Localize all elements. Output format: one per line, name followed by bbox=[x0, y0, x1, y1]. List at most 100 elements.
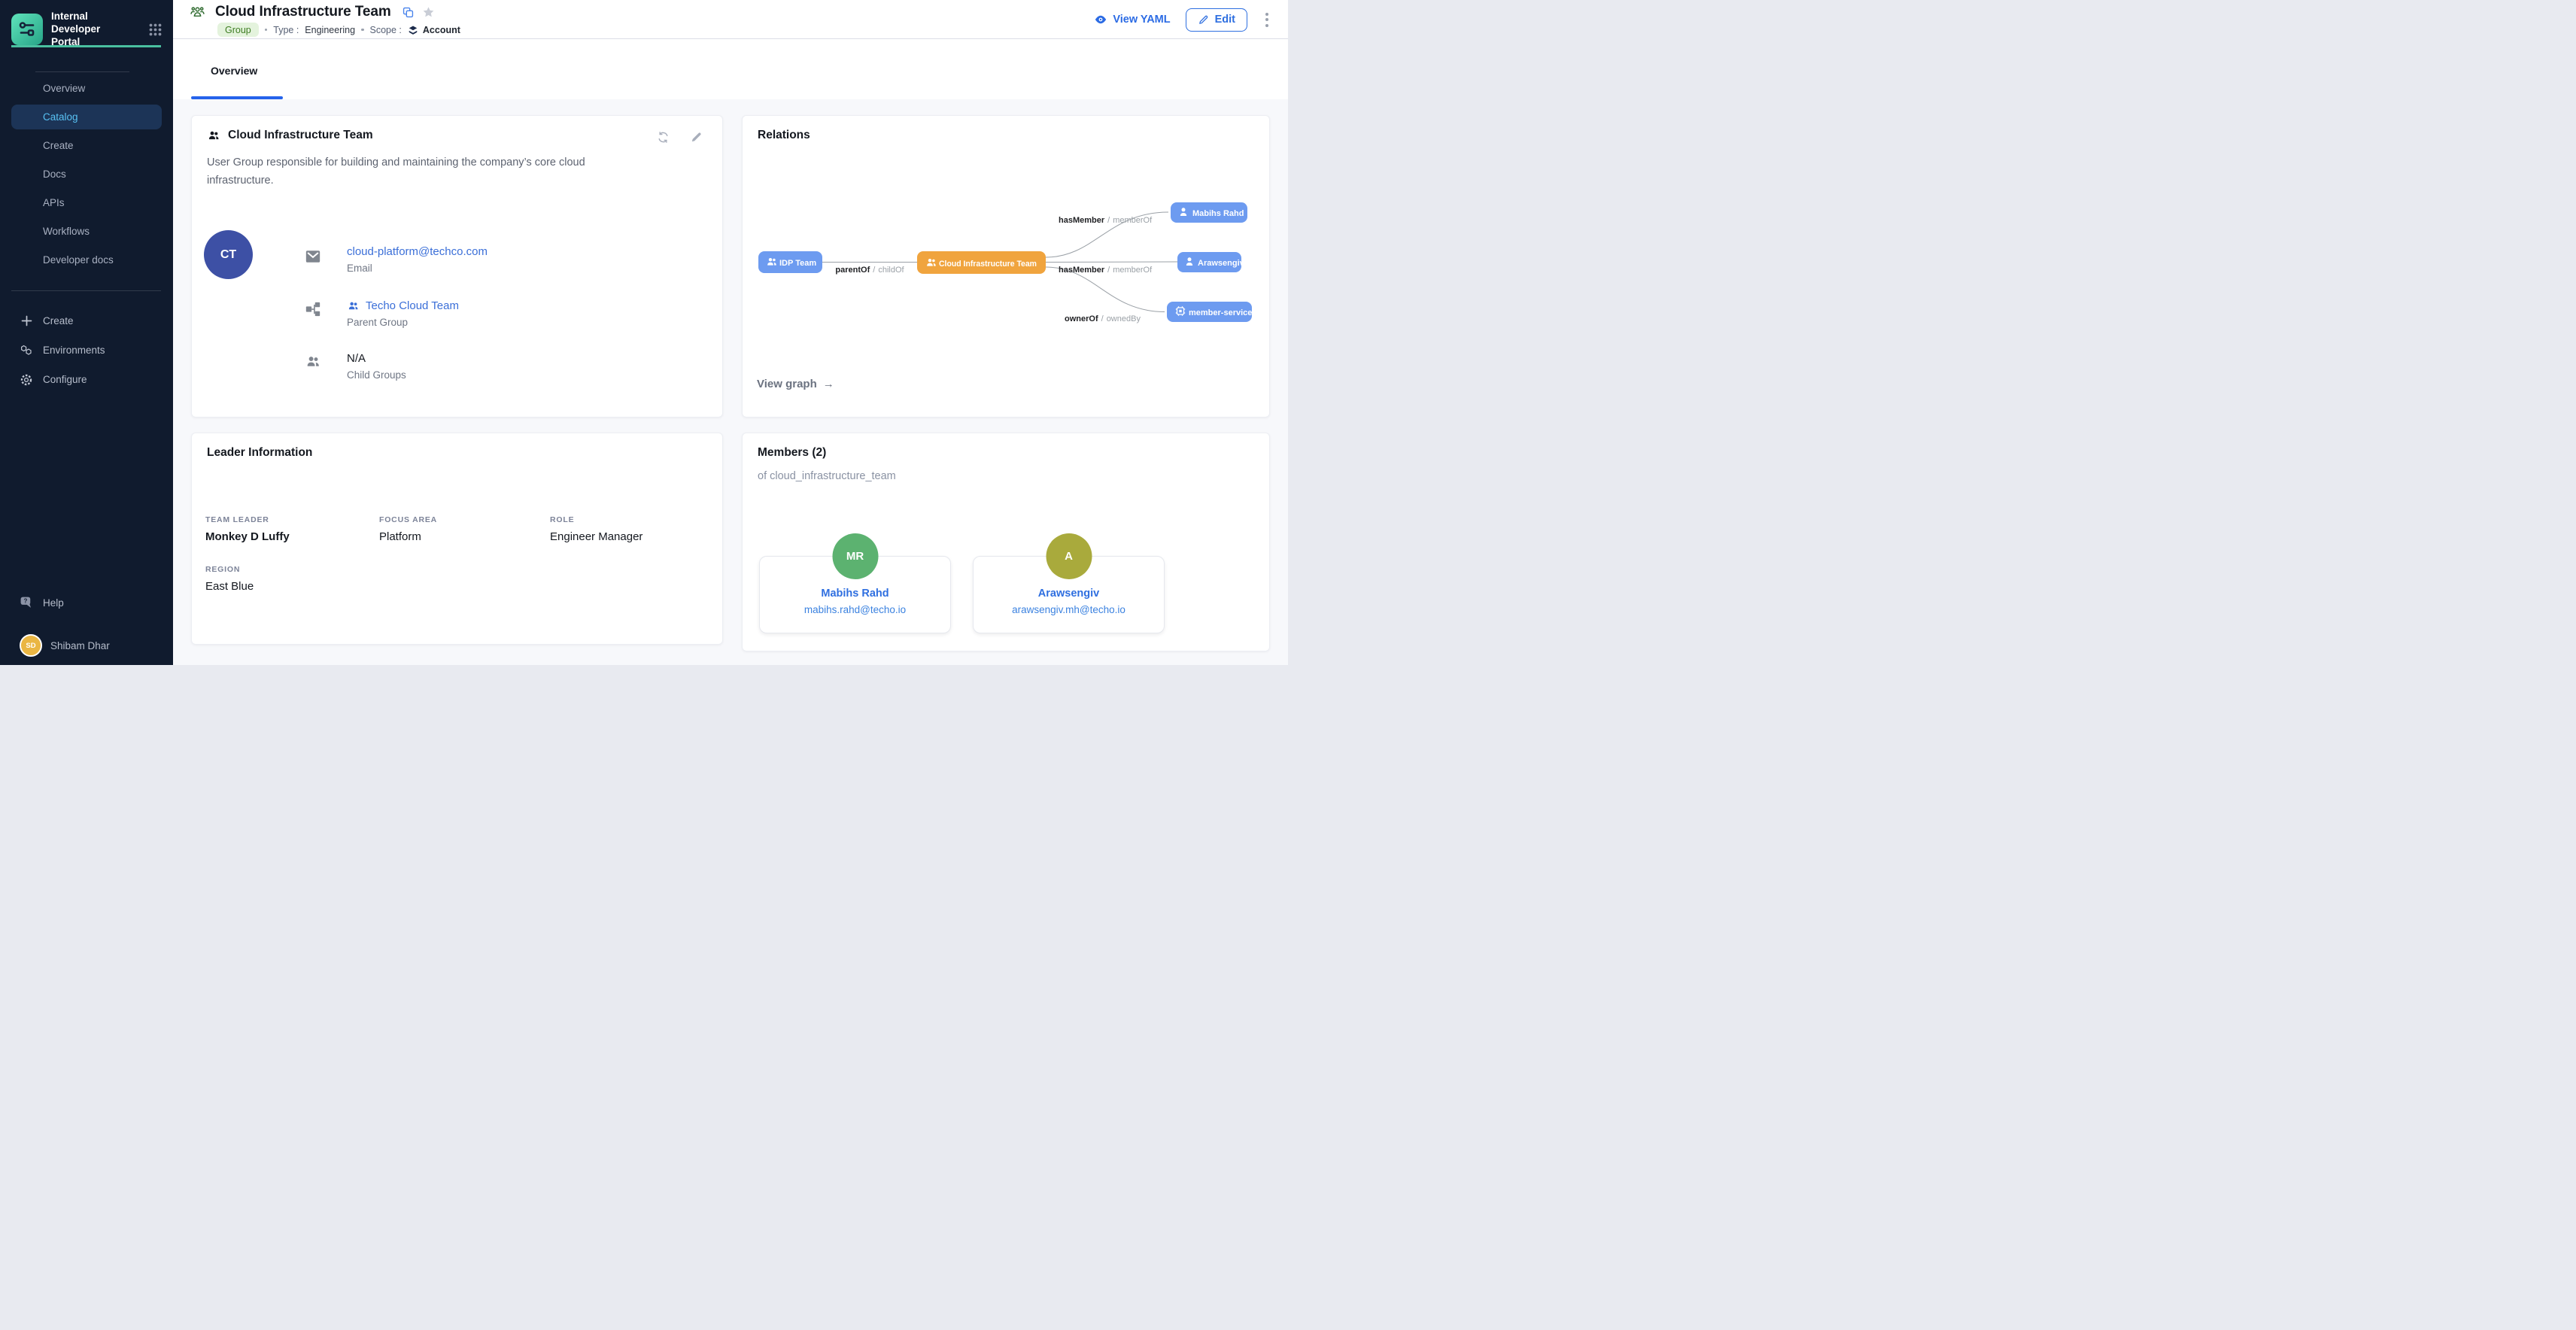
people-icon bbox=[347, 301, 360, 311]
sidebar-item-workflows[interactable]: Workflows bbox=[43, 226, 90, 237]
members-card: Members (2) of cloud_infrastructure_team… bbox=[742, 433, 1270, 651]
sidebar-item-docs[interactable]: Docs bbox=[43, 169, 66, 180]
member-email-link[interactable]: arawsengiv.mh@techo.io bbox=[1012, 604, 1125, 615]
member-name-link[interactable]: Arawsengiv bbox=[1037, 588, 1100, 600]
dot-separator bbox=[361, 28, 364, 32]
region-value: East Blue bbox=[205, 580, 254, 593]
focus-area-label: FOCUS AREA bbox=[379, 515, 438, 524]
view-yaml-button[interactable]: View YAML bbox=[1094, 13, 1171, 26]
people-icon bbox=[305, 355, 321, 368]
card-actions bbox=[657, 131, 703, 144]
edit-button[interactable]: Edit bbox=[1185, 8, 1247, 32]
team-leader-value: Monkey D Luffy bbox=[205, 530, 290, 543]
people-icon bbox=[207, 130, 220, 141]
star-icon[interactable] bbox=[422, 6, 435, 19]
layers-icon bbox=[408, 25, 418, 35]
member-email-link[interactable]: mabihs.rahd@techo.io bbox=[803, 604, 907, 615]
apps-grid-icon[interactable] bbox=[149, 23, 162, 36]
edge-label-parent: parentOf / childOf bbox=[835, 266, 904, 275]
user-avatar: SD bbox=[20, 634, 42, 657]
leader-card-title: Leader Information bbox=[207, 446, 313, 459]
tab-active-indicator bbox=[191, 96, 283, 99]
plus-icon bbox=[20, 314, 33, 328]
member-tile[interactable]: MR Mabihs Rahd mabihs.rahd@techo.io bbox=[759, 533, 951, 633]
app-title: Internal Developer Portal bbox=[51, 11, 101, 47]
tab-overview[interactable]: Overview bbox=[211, 65, 258, 77]
role-value: Engineer Manager bbox=[550, 530, 643, 543]
help-icon: ? bbox=[20, 596, 34, 610]
parent-group-link[interactable]: Techo Cloud Team bbox=[347, 299, 459, 312]
hierarchy-icon bbox=[305, 301, 321, 317]
field-label: Child Groups bbox=[347, 369, 406, 381]
field-label: Parent Group bbox=[347, 317, 409, 328]
edit-label: Edit bbox=[1214, 14, 1235, 26]
dot-separator bbox=[264, 28, 268, 32]
hexagons-icon bbox=[20, 344, 33, 357]
leader-information-card: Leader Information TEAM LEADER Monkey D … bbox=[191, 433, 723, 645]
refresh-icon[interactable] bbox=[657, 131, 670, 144]
region-label: REGION bbox=[205, 565, 241, 574]
email-link[interactable]: cloud-platform@techco.com bbox=[347, 245, 488, 258]
app-window: Internal Developer Portal Overview Catal… bbox=[0, 0, 1288, 665]
sidebar-item-overview[interactable]: Overview bbox=[43, 83, 86, 94]
member-tile[interactable]: A Arawsengiv arawsengiv.mh@techo.io bbox=[973, 533, 1165, 633]
eye-icon bbox=[1094, 13, 1107, 26]
sidebar-item-create[interactable]: Create bbox=[43, 140, 74, 151]
edge-label-member1: hasMember / memberOf bbox=[1059, 216, 1153, 225]
relations-card: Relations IDP Team bbox=[742, 115, 1270, 418]
graph-node-mabihs-rahd[interactable]: Mabihs Rahd bbox=[1171, 202, 1247, 223]
arrow-right-icon: → bbox=[822, 378, 834, 390]
brand: Internal Developer Portal bbox=[11, 10, 162, 48]
nav-divider bbox=[35, 71, 129, 72]
view-yaml-label: View YAML bbox=[1113, 14, 1171, 26]
chip-icon bbox=[1175, 306, 1186, 316]
edit-card-icon[interactable] bbox=[690, 131, 703, 144]
graph-node-idp-team[interactable]: IDP Team bbox=[758, 251, 822, 273]
sidebar-item-developer-docs[interactable]: Developer docs bbox=[43, 254, 114, 266]
svg-text:Cloud Infrastructure Team: Cloud Infrastructure Team bbox=[939, 260, 1037, 269]
member-avatar: MR bbox=[832, 533, 878, 579]
sidebar-item-catalog[interactable]: Catalog bbox=[11, 105, 162, 129]
graph-node-arawsengiv[interactable]: Arawsengiv bbox=[1177, 252, 1245, 272]
svg-text:Arawsengiv: Arawsengiv bbox=[1198, 259, 1245, 268]
more-actions-icon[interactable] bbox=[1262, 10, 1271, 30]
mail-icon bbox=[305, 248, 321, 265]
sidebar-item-apis[interactable]: APIs bbox=[43, 197, 65, 208]
page-header: Cloud Infrastructure Team Group Type : E… bbox=[173, 0, 1288, 39]
team-avatar: CT bbox=[204, 230, 253, 279]
type-label: Type : bbox=[273, 24, 299, 35]
field-email: cloud-platform@techco.com Email bbox=[347, 245, 488, 274]
members-subtitle: of cloud_infrastructure_team bbox=[758, 470, 896, 482]
svg-text:Mabihs Rahd: Mabihs Rahd bbox=[1192, 209, 1244, 218]
scope-wrap: Account bbox=[408, 25, 460, 35]
team-summary-card: Cloud Infrastructure Team User Group res… bbox=[191, 115, 723, 418]
view-graph-link[interactable]: View graph → bbox=[757, 378, 834, 390]
entity-badge: Group bbox=[217, 23, 259, 37]
role-label: ROLE bbox=[550, 515, 575, 524]
type-value: Engineering bbox=[305, 24, 356, 35]
graph-node-cloud-infrastructure-team[interactable]: Cloud Infrastructure Team bbox=[917, 251, 1046, 274]
tool-label: Create bbox=[43, 315, 74, 326]
field-label: Email bbox=[347, 263, 372, 274]
gear-icon bbox=[20, 373, 33, 387]
relations-card-title: Relations bbox=[758, 129, 810, 141]
sidebar: Internal Developer Portal Overview Catal… bbox=[0, 0, 173, 665]
title-wrap: Cloud Infrastructure Team bbox=[190, 4, 435, 20]
tab-bar: Overview bbox=[173, 40, 1288, 99]
team-description: User Group responsible for building and … bbox=[207, 156, 585, 187]
help-button[interactable]: ? Help bbox=[20, 596, 64, 610]
sidebar-create-action[interactable]: Create bbox=[11, 306, 162, 336]
user-menu[interactable]: SD Shibam Dhar bbox=[20, 634, 110, 657]
scope-label: Scope : bbox=[369, 24, 402, 35]
copy-icon[interactable] bbox=[402, 7, 414, 18]
graph-node-member-service[interactable]: member-service bbox=[1167, 302, 1252, 322]
svg-text:member-service: member-service bbox=[1189, 308, 1252, 317]
group-icon bbox=[190, 5, 205, 20]
content-area: Cloud Infrastructure Team User Group res… bbox=[173, 99, 1288, 665]
sidebar-environments[interactable]: Environments bbox=[11, 336, 162, 365]
team-card-title: Cloud Infrastructure Team bbox=[207, 129, 373, 142]
member-name-link[interactable]: Mabihs Rahd bbox=[821, 588, 889, 600]
sidebar-configure[interactable]: Configure bbox=[11, 365, 162, 394]
app-logo-icon bbox=[11, 13, 43, 45]
field-child-groups: N/A Child Groups bbox=[347, 352, 406, 381]
